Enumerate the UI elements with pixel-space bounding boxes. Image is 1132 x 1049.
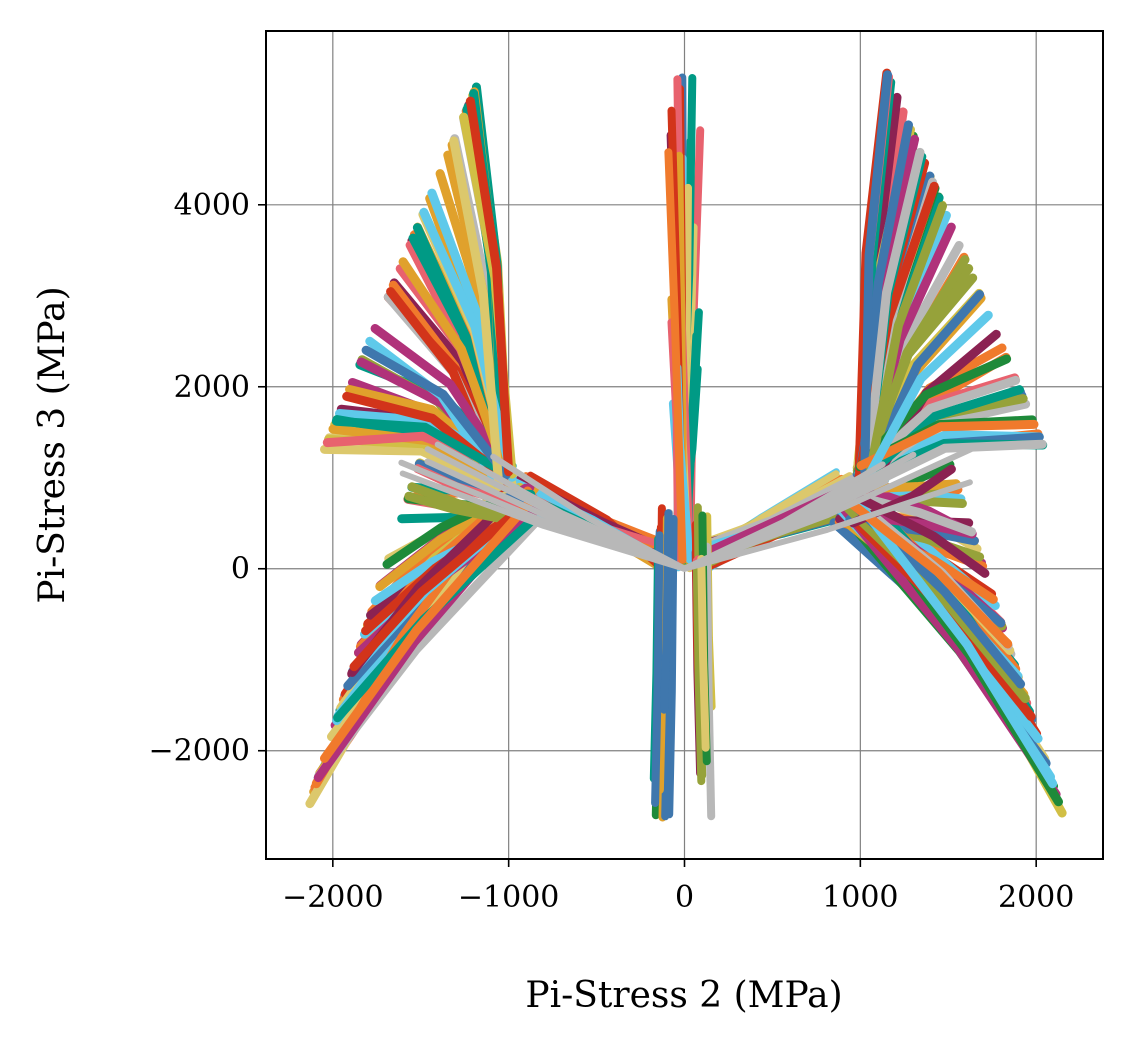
trajectory-upper-fan bbox=[863, 201, 947, 486]
axes: −2000 −1000 0 1000 2000 −2000 0 2000 4000 bbox=[149, 188, 1075, 915]
trajectory-upper-fan bbox=[856, 419, 1039, 471]
trajectory-center-lower bbox=[651, 531, 664, 807]
trajectory-upper-fan bbox=[858, 385, 1024, 484]
x-tick-label: 2000 bbox=[998, 880, 1074, 915]
trajectory-lower-fan bbox=[843, 503, 1030, 704]
trajectory-highlight bbox=[681, 478, 889, 572]
y-tick-label: −2000 bbox=[149, 734, 250, 769]
y-tick-label: 0 bbox=[231, 552, 250, 587]
trajectory-upper-fan bbox=[863, 310, 993, 483]
trajectory-upper-fan bbox=[449, 136, 504, 491]
trajectory-center-lower bbox=[660, 509, 673, 714]
trajectory-lower-fan bbox=[407, 482, 531, 526]
trajectory-upper-fan bbox=[331, 416, 504, 474]
y-tick-label: 2000 bbox=[174, 370, 250, 405]
x-tick-label: −2000 bbox=[282, 880, 383, 915]
trajectory-upper-fan bbox=[465, 96, 514, 477]
trajectory-lower-fan bbox=[856, 501, 1058, 789]
x-tick-label: 1000 bbox=[822, 880, 898, 915]
trajectory-center-upper bbox=[664, 148, 687, 564]
x-tick-label: 0 bbox=[675, 880, 694, 915]
trajectory-highlight bbox=[681, 479, 973, 572]
trajectory-lower-fan bbox=[850, 516, 1036, 722]
trajectory-lower-fan bbox=[349, 512, 515, 672]
trajectory-upper-fan bbox=[862, 147, 925, 474]
trajectory-upper-fan bbox=[860, 70, 892, 476]
trajectory-center-lower bbox=[697, 554, 710, 752]
y-tick-label: 4000 bbox=[174, 188, 250, 223]
x-tick-label: −1000 bbox=[458, 880, 559, 915]
trajectory-upper-fan bbox=[361, 345, 511, 480]
trajectory-lower-fan bbox=[320, 498, 534, 763]
y-axis-label: Pi-Stress 3 (MPa) bbox=[32, 286, 73, 603]
trajectory-highlight bbox=[399, 470, 688, 572]
trajectory-highlight bbox=[490, 453, 688, 572]
trajectory-upper-fan bbox=[419, 207, 517, 482]
trajectory-lower-fan bbox=[842, 495, 1013, 649]
data-layer bbox=[305, 68, 1067, 822]
x-axis-label: Pi-Stress 2 (MPa) bbox=[525, 975, 842, 1016]
trajectory-center-lower bbox=[692, 561, 706, 786]
